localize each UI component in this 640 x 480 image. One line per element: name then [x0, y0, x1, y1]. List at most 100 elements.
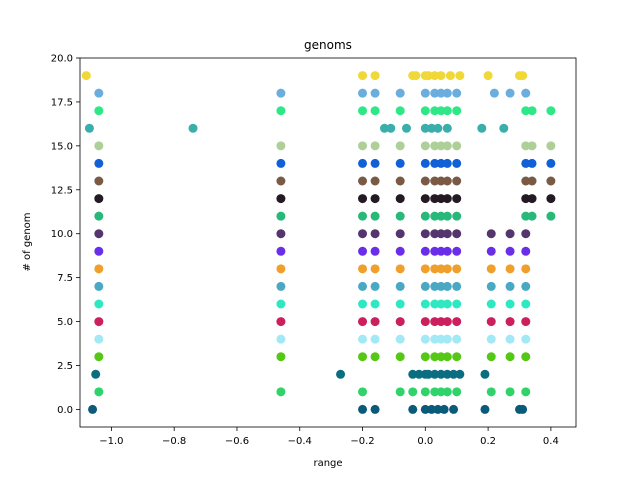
scatter-point: [427, 404, 437, 414]
scatter-point: [370, 404, 380, 414]
scatter-point: [430, 158, 440, 168]
scatter-point: [527, 106, 537, 116]
x-tick-label: −0.2: [350, 436, 374, 447]
scatter-point: [442, 264, 452, 274]
scatter-point: [395, 176, 405, 186]
scatter-point: [442, 246, 452, 256]
scatter-point: [486, 387, 496, 397]
scatter-point: [420, 88, 430, 98]
scatter-point: [442, 299, 452, 309]
scatter-point: [433, 123, 443, 133]
scatter-point: [521, 246, 531, 256]
scatter-point: [430, 369, 440, 379]
scatter-point: [442, 387, 452, 397]
scatter-point: [380, 123, 390, 133]
scatter-point: [505, 264, 515, 274]
y-tick-label: 7.5: [57, 273, 73, 284]
scatter-point: [370, 71, 380, 81]
scatter-point: [442, 369, 452, 379]
scatter-point: [436, 106, 446, 116]
scatter-point: [430, 71, 440, 81]
scatter-point: [395, 106, 405, 116]
scatter-point: [94, 106, 104, 116]
scatter-point: [452, 176, 462, 186]
x-tick-label: −1.0: [99, 436, 123, 447]
scatter-point: [94, 229, 104, 239]
scatter-point: [414, 369, 424, 379]
scatter-point: [442, 352, 452, 362]
scatter-point: [94, 194, 104, 204]
scatter-point: [452, 229, 462, 239]
scatter-point: [546, 176, 556, 186]
scatter-point: [436, 264, 446, 274]
scatter-point: [430, 211, 440, 221]
scatter-point: [436, 334, 446, 344]
scatter-point: [442, 229, 452, 239]
scatter-point: [521, 281, 531, 291]
scatter-point: [546, 158, 556, 168]
scatter-point: [94, 352, 104, 362]
scatter-point: [94, 281, 104, 291]
scatter-point: [94, 246, 104, 256]
scatter-point: [430, 334, 440, 344]
scatter-point: [276, 317, 286, 327]
scatter-point: [370, 211, 380, 221]
scatter-point: [411, 71, 421, 81]
scatter-point: [370, 299, 380, 309]
scatter-point: [276, 158, 286, 168]
scatter-point: [358, 317, 368, 327]
scatter-point: [452, 299, 462, 309]
scatter-point: [81, 71, 91, 81]
scatter-point: [436, 352, 446, 362]
scatter-point: [436, 246, 446, 256]
scatter-point: [439, 404, 449, 414]
scatter-point: [408, 369, 418, 379]
x-tick-label: −0.8: [162, 436, 186, 447]
scatter-point: [546, 141, 556, 151]
scatter-point: [276, 352, 286, 362]
scatter-point: [521, 229, 531, 239]
scatter-point: [521, 317, 531, 327]
scatter-point: [436, 299, 446, 309]
scatter-point: [370, 317, 380, 327]
scatter-point: [436, 369, 446, 379]
y-tick-label: 15.0: [51, 141, 73, 152]
x-tick-label: 0.2: [480, 436, 496, 447]
scatter-point: [370, 352, 380, 362]
scatter-point: [395, 158, 405, 168]
scatter-point: [358, 88, 368, 98]
scatter-point: [358, 246, 368, 256]
scatter-point: [358, 211, 368, 221]
scatter-point: [358, 141, 368, 151]
scatter-point: [94, 158, 104, 168]
scatter-point: [395, 299, 405, 309]
scatter-point: [527, 158, 537, 168]
scatter-point: [486, 352, 496, 362]
scatter-point: [423, 71, 433, 81]
x-axis-label: range: [313, 458, 342, 469]
scatter-point: [505, 299, 515, 309]
scatter-point: [430, 299, 440, 309]
scatter-point: [420, 299, 430, 309]
scatter-point: [420, 158, 430, 168]
x-axis-ticks: −1.0 −0.8 −0.6 −0.4 −0.2 0.0 0.2 0.4: [99, 427, 559, 447]
scatter-point: [370, 88, 380, 98]
scatter-point: [521, 334, 531, 344]
scatter-point: [442, 176, 452, 186]
scatter-point: [527, 141, 537, 151]
scatter-point: [358, 387, 368, 397]
scatter-point: [527, 211, 537, 221]
scatter-point: [505, 317, 515, 327]
scatter-point: [395, 352, 405, 362]
scatter-point: [505, 88, 515, 98]
scatter-point: [370, 141, 380, 151]
scatter-point: [436, 176, 446, 186]
scatter-point: [276, 246, 286, 256]
scatter-point: [188, 123, 198, 133]
scatter-point: [442, 334, 452, 344]
scatter-point: [395, 141, 405, 151]
scatter-point: [486, 334, 496, 344]
scatter-point: [370, 106, 380, 116]
scatter-point: [486, 281, 496, 291]
scatter-point: [430, 264, 440, 274]
